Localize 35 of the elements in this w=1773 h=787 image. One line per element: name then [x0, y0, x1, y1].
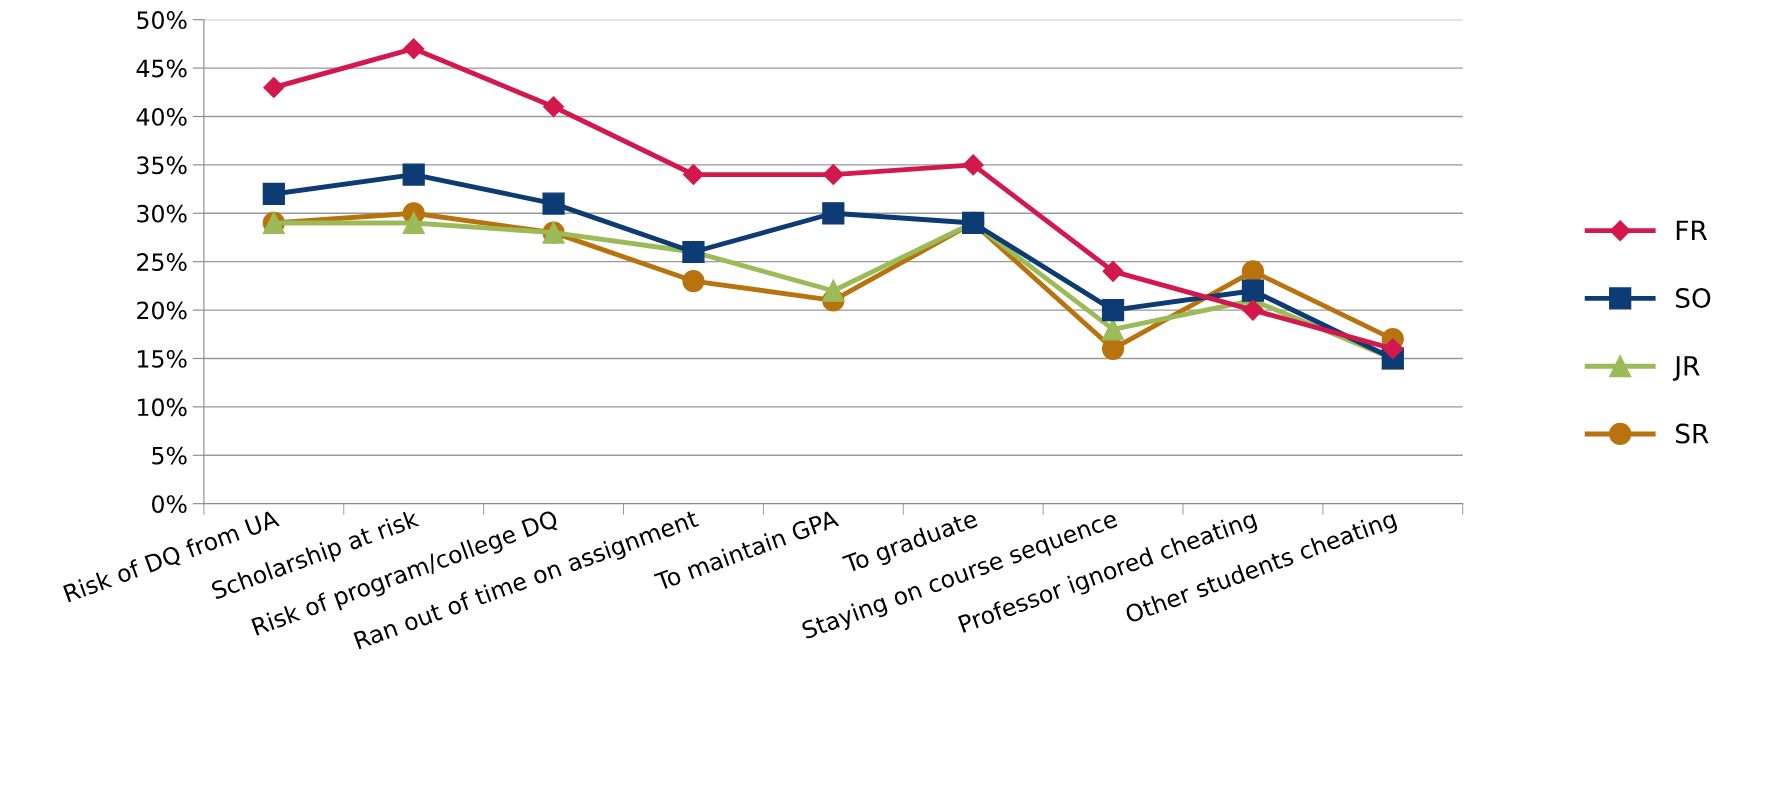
point	[402, 163, 425, 186]
point	[1241, 260, 1265, 283]
legend-label: FR	[1676, 220, 1708, 240]
point	[1101, 298, 1125, 322]
point	[962, 154, 984, 176]
y-tick-label: 25%	[137, 253, 187, 271]
legend-label: SR	[1676, 423, 1709, 444]
point	[1101, 318, 1125, 341]
y-tick-label: 0%	[152, 495, 187, 513]
point	[822, 202, 845, 225]
y-tick-label: 30%	[137, 204, 187, 223]
y-tick-label: 40%	[136, 107, 187, 126]
legend-label: SO	[1676, 288, 1711, 309]
point	[1382, 338, 1404, 360]
point	[263, 76, 285, 98]
point	[822, 279, 845, 302]
y-tick-label: 20%	[137, 301, 187, 320]
point	[682, 269, 705, 293]
point	[403, 38, 425, 60]
point	[542, 192, 565, 215]
y-tick-label: 45%	[136, 59, 187, 78]
point	[1241, 279, 1265, 302]
y-tick-label: 35%	[137, 156, 187, 175]
point	[1102, 260, 1124, 282]
y-tick-label: 15%	[138, 349, 187, 368]
y-tick-label: 5%	[152, 446, 187, 465]
point	[543, 96, 565, 118]
point	[402, 211, 425, 235]
point	[822, 164, 844, 186]
legend-label: JR	[1672, 356, 1700, 381]
y-tick-label: 50%	[137, 11, 187, 29]
point	[262, 182, 285, 206]
y-tick-label: 10%	[138, 398, 187, 417]
point	[682, 164, 704, 186]
point	[1242, 299, 1264, 321]
